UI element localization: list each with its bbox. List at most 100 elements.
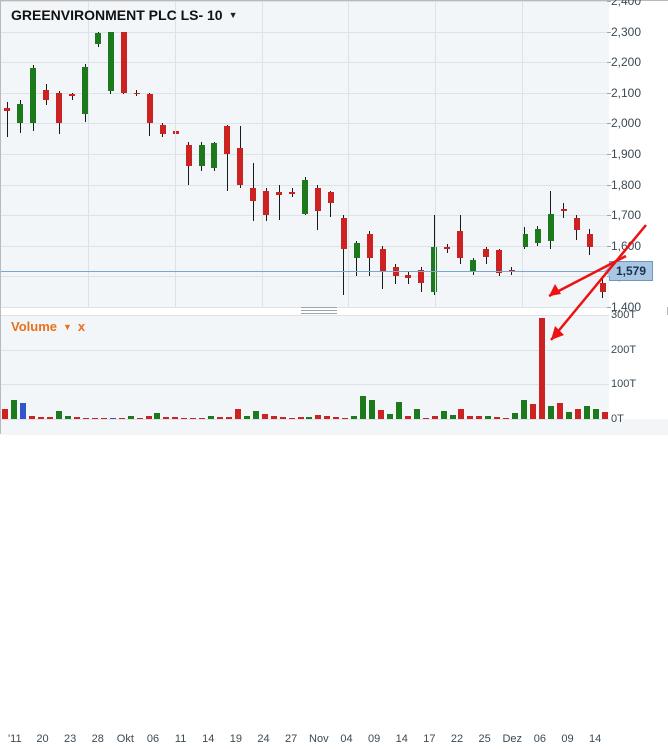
date-axis-tick[interactable]: 14	[202, 733, 214, 745]
candle-body[interactable]	[535, 229, 541, 243]
volume-bar[interactable]	[298, 417, 304, 419]
candle-body[interactable]	[302, 180, 308, 214]
date-axis-tick[interactable]: 20	[36, 733, 48, 745]
chart-title-dropdown[interactable]: GREENVIRONMENT PLC LS- 10 ▼	[11, 7, 238, 23]
volume-bar[interactable]	[324, 416, 330, 419]
volume-bar[interactable]	[369, 400, 375, 419]
date-axis-tick[interactable]: 24	[257, 733, 269, 745]
volume-bar[interactable]	[65, 416, 71, 419]
candle-body[interactable]	[483, 249, 489, 257]
volume-bar[interactable]	[602, 412, 608, 419]
volume-bar[interactable]	[351, 416, 357, 419]
volume-bar[interactable]	[217, 417, 223, 419]
candle-wick[interactable]	[447, 244, 448, 253]
candle-body[interactable]	[354, 243, 360, 258]
volume-bar[interactable]	[190, 418, 196, 419]
candle-body[interactable]	[457, 231, 463, 259]
candle-body[interactable]	[108, 32, 114, 92]
date-axis-tick[interactable]: '11	[8, 733, 22, 745]
candle-body[interactable]	[470, 260, 476, 272]
volume-bar[interactable]	[74, 417, 80, 419]
volume-bar[interactable]	[83, 418, 89, 419]
date-axis-tick[interactable]: 06	[147, 733, 159, 745]
candle-body[interactable]	[211, 143, 217, 167]
date-axis-tick[interactable]: Okt	[117, 733, 134, 745]
date-axis-tick[interactable]: 04	[340, 733, 352, 745]
volume-bar[interactable]	[271, 416, 277, 419]
volume-dropdown-chevron-icon[interactable]: ▼	[63, 322, 72, 332]
candle-body[interactable]	[587, 234, 593, 248]
volume-bar[interactable]	[208, 416, 214, 419]
volume-bar[interactable]	[593, 409, 599, 419]
candle-body[interactable]	[17, 104, 23, 124]
volume-bar[interactable]	[2, 409, 8, 419]
candle-body[interactable]	[405, 275, 411, 278]
volume-bar[interactable]	[137, 418, 143, 419]
candle-body[interactable]	[496, 250, 502, 273]
candle-wick[interactable]	[279, 185, 280, 220]
volume-bar[interactable]	[172, 417, 178, 419]
candle-body[interactable]	[444, 247, 450, 249]
chart-title-chevron-icon[interactable]: ▼	[229, 10, 238, 20]
volume-bar[interactable]	[199, 418, 205, 419]
date-axis-tick[interactable]: 14	[396, 733, 408, 745]
panel-resize-handle[interactable]	[301, 307, 337, 315]
volume-bar[interactable]	[396, 402, 402, 419]
volume-bar[interactable]	[512, 413, 518, 419]
volume-bar[interactable]	[315, 415, 321, 419]
candle-body[interactable]	[224, 126, 230, 154]
candle-body[interactable]	[121, 32, 127, 93]
volume-bar[interactable]	[333, 417, 339, 419]
candle-body[interactable]	[289, 192, 295, 194]
candle-body[interactable]	[95, 33, 101, 44]
date-axis-tick[interactable]: 14	[589, 733, 601, 745]
volume-bar[interactable]	[119, 418, 125, 419]
volume-panel-label[interactable]: Volume ▼ x	[11, 319, 85, 334]
volume-bar[interactable]	[244, 416, 250, 419]
volume-bar[interactable]	[387, 414, 393, 419]
volume-bar[interactable]	[47, 417, 53, 419]
volume-bar[interactable]	[306, 417, 312, 419]
date-axis-tick[interactable]: 23	[64, 733, 76, 745]
candle-body[interactable]	[43, 90, 49, 101]
candle-wick[interactable]	[563, 203, 564, 218]
volume-bar[interactable]	[110, 418, 116, 419]
volume-bar[interactable]	[494, 417, 500, 419]
candle-body[interactable]	[199, 145, 205, 166]
candle-body[interactable]	[69, 94, 75, 96]
volume-bar[interactable]	[458, 409, 464, 419]
volume-bar[interactable]	[11, 400, 17, 419]
volume-bar[interactable]	[181, 418, 187, 419]
volume-bar[interactable]	[101, 418, 107, 419]
volume-bar[interactable]	[360, 396, 366, 419]
candle-body[interactable]	[237, 148, 243, 185]
candle-body[interactable]	[600, 283, 606, 292]
date-axis-tick[interactable]: 17	[423, 733, 435, 745]
date-axis-tick[interactable]: 28	[92, 733, 104, 745]
volume-bar[interactable]	[38, 417, 44, 419]
volume-bar[interactable]	[548, 406, 554, 419]
volume-bar[interactable]	[128, 416, 134, 419]
candle-body[interactable]	[147, 94, 153, 123]
candle-body[interactable]	[315, 188, 321, 211]
volume-bar[interactable]	[262, 414, 268, 419]
candle-body[interactable]	[380, 249, 386, 272]
volume-bar[interactable]	[146, 416, 152, 419]
volume-bar[interactable]	[566, 412, 572, 419]
candle-body[interactable]	[548, 214, 554, 242]
candle-body[interactable]	[30, 68, 36, 123]
volume-bar[interactable]	[226, 417, 232, 419]
volume-bar[interactable]	[423, 418, 429, 419]
volume-bar[interactable]	[289, 418, 295, 419]
volume-bar[interactable]	[476, 416, 482, 419]
volume-bar[interactable]	[20, 403, 26, 419]
candle-body[interactable]	[263, 191, 269, 215]
candle-body[interactable]	[561, 209, 567, 211]
volume-bar[interactable]	[441, 411, 447, 419]
volume-bar[interactable]	[56, 411, 62, 419]
candle-body[interactable]	[4, 108, 10, 111]
volume-bar[interactable]	[584, 406, 590, 419]
candle-body[interactable]	[160, 125, 166, 134]
candle-body[interactable]	[250, 188, 256, 202]
date-axis-tick[interactable]: Dez	[502, 733, 522, 745]
